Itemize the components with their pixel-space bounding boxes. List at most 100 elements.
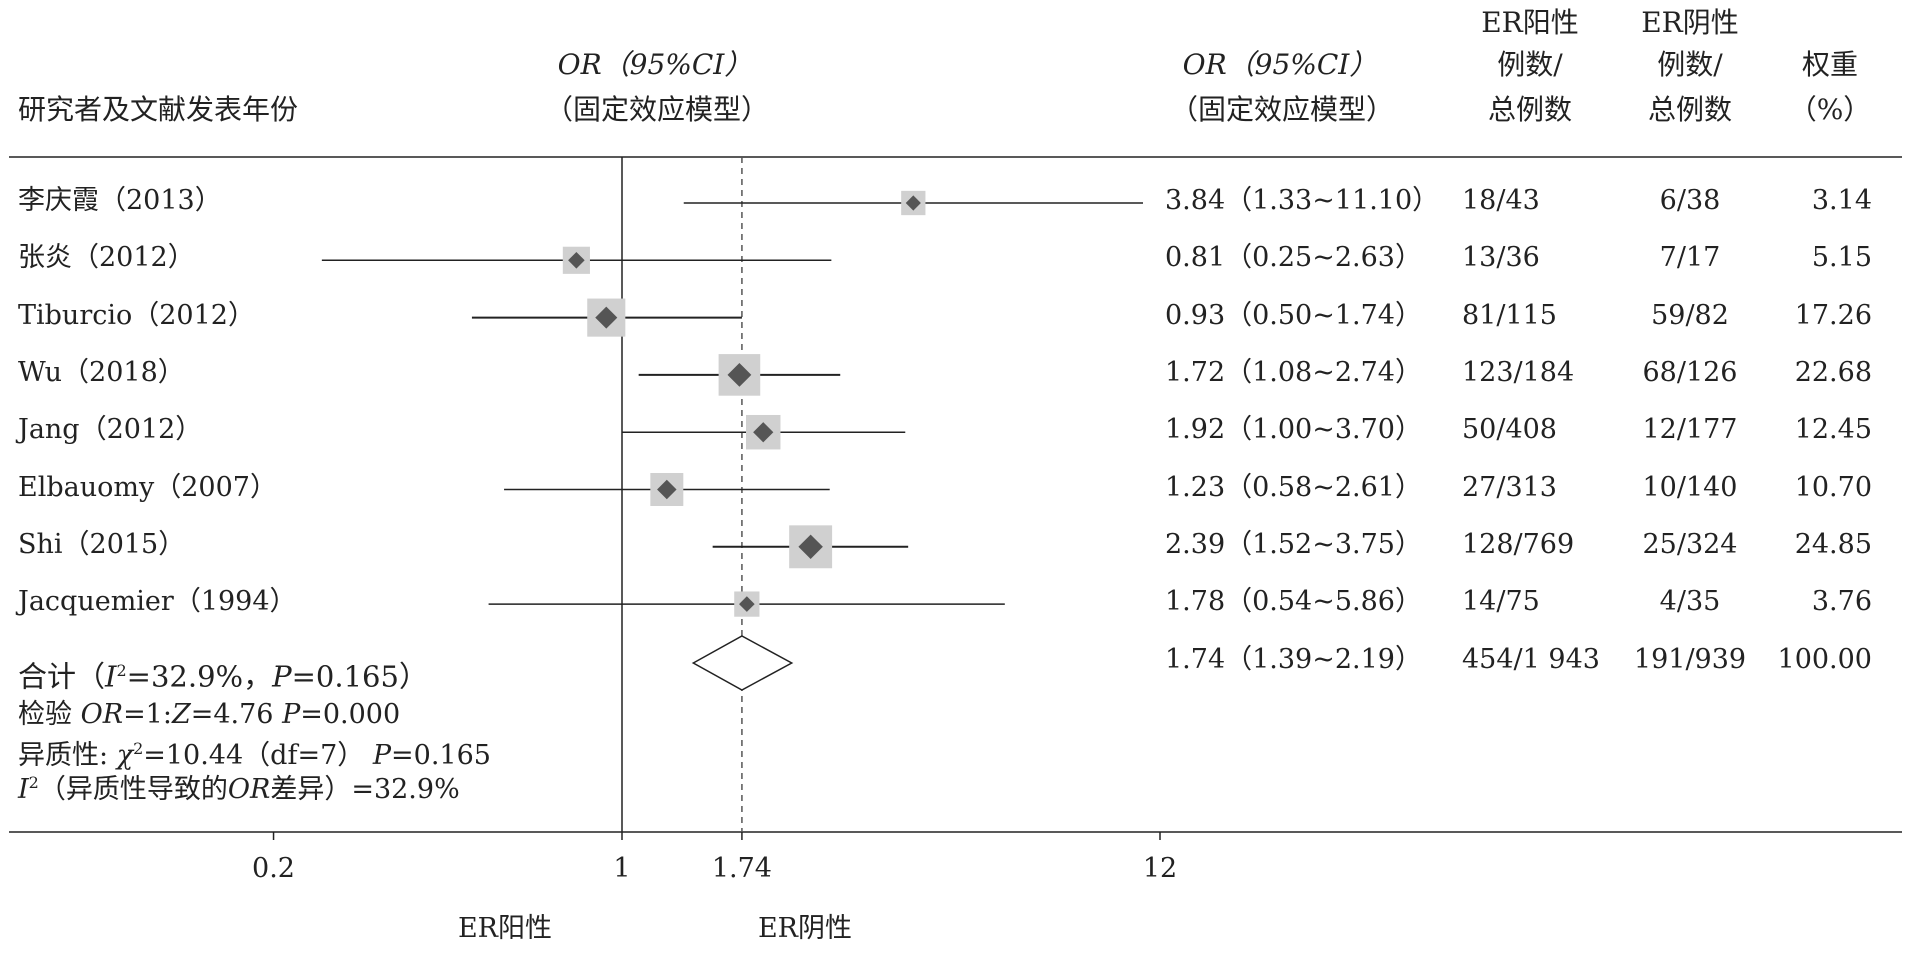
table-or-header: OR（95%CI） <box>1170 50 1390 80</box>
test-z-value: =4.76 <box>190 699 283 730</box>
study-weight: 3.14 <box>1811 185 1872 216</box>
weight-header-line2: （%） <box>1788 93 1872 126</box>
study-er-negative: 25/324 <box>1642 528 1738 560</box>
test-mid: =1: <box>123 699 172 730</box>
study-ci: 2.39（1.52~3.75） <box>1165 528 1422 560</box>
total-p-label: P <box>272 659 292 694</box>
study-er-negative: 68/126 <box>1642 356 1738 388</box>
study-ci: 1.78（0.54~5.86） <box>1165 586 1422 618</box>
point-estimate <box>727 362 752 387</box>
study-er-negative: 6/38 <box>1659 185 1721 216</box>
study-name: 张炎（2012） <box>18 242 195 274</box>
neg-header-line1: ER阴性 <box>1641 6 1739 39</box>
study-column-header: 研究者及文献发表年份 <box>18 93 299 126</box>
total-pos: 454/1 943 <box>1462 644 1600 675</box>
total-neg: 191/939 <box>1633 644 1747 675</box>
study-weight: 12.45 <box>1794 414 1872 446</box>
test-z: Z <box>171 699 191 730</box>
study-ci: 0.93（0.50~1.74） <box>1165 299 1422 331</box>
x-tick-label: 0.2 <box>252 853 295 884</box>
total-prefix: 合计（ <box>18 659 106 694</box>
total-weight: 100.00 <box>1777 644 1872 675</box>
total-i2-sup: 2 <box>116 661 127 680</box>
point-estimate <box>753 422 774 443</box>
study-weight: 3.76 <box>1811 586 1872 618</box>
study-weight: 10.70 <box>1794 471 1872 503</box>
point-estimate <box>905 195 921 211</box>
pos-header-line3: 总例数 <box>1487 93 1572 126</box>
neg-header-line2: 例数/ <box>1657 48 1723 81</box>
total-i2-value: =32.9%， <box>126 659 273 694</box>
study-er-positive: 50/408 <box>1462 414 1557 446</box>
x-tick-label: 1 <box>613 853 631 884</box>
study-ci: 1.72（1.08~2.74） <box>1165 356 1422 388</box>
study-ci: 0.81（0.25~2.63） <box>1165 242 1422 274</box>
study-er-negative: 4/35 <box>1659 586 1721 618</box>
plot-or-header-line1: OR（95%CI） <box>557 48 753 81</box>
study-er-positive: 128/769 <box>1462 528 1575 560</box>
het-p-value: =0.165 <box>391 740 491 771</box>
i2-or: OR <box>227 774 271 805</box>
study-weight: 5.15 <box>1811 242 1872 274</box>
point-estimate <box>657 479 677 500</box>
plot-model-header: （固定效应模型） <box>545 93 770 126</box>
total-ci: 1.74（1.39~2.19） <box>1165 644 1422 675</box>
het-chi: χ <box>116 740 134 771</box>
study-ci: 3.84（1.33~11.10） <box>1165 185 1440 216</box>
study-name: Jang（2012） <box>18 414 203 446</box>
total-p-value: =0.165） <box>291 659 428 694</box>
pooled-diamond <box>691 635 794 691</box>
het-value: =10.44（df=7） <box>143 740 365 771</box>
test-p: P <box>282 699 301 730</box>
point-estimate <box>798 534 823 560</box>
study-er-positive: 13/36 <box>1462 242 1540 274</box>
xlabel-right: ER阴性 <box>757 913 853 944</box>
study-er-positive: 123/184 <box>1462 356 1575 388</box>
study-er-negative: 10/140 <box>1642 471 1738 503</box>
test-p-value: =0.000 <box>300 699 401 730</box>
study-name: 李庆霞（2013） <box>18 185 222 216</box>
study-er-positive: 14/75 <box>1462 586 1540 618</box>
x-tick-label: 12 <box>1142 853 1178 884</box>
study-name: Tiburcio（2012） <box>18 299 255 331</box>
i2-label: I <box>18 774 29 805</box>
point-estimate <box>595 306 618 329</box>
study-ci: 1.23（0.58~2.61） <box>1165 471 1422 503</box>
pos-header-line2: 例数/ <box>1497 48 1563 81</box>
het-chi-sup: 2 <box>133 739 144 758</box>
i2-line: I2（异质性导致的OR差异）=32.9% <box>18 768 460 805</box>
study-name: Wu（2018） <box>18 356 185 388</box>
x-tick-label: 1.74 <box>711 853 772 884</box>
study-weight: 17.26 <box>1794 299 1872 331</box>
heterogeneity-line: 异质性: χ2=10.44（df=7） P=0.165 <box>18 734 491 771</box>
plot-or-header: OR（95%CI） <box>545 50 765 80</box>
point-estimate <box>568 252 585 269</box>
het-p: P <box>372 740 392 771</box>
test-or: OR <box>80 699 124 730</box>
study-er-negative: 7/17 <box>1659 242 1721 274</box>
study-weight: 22.68 <box>1794 356 1872 388</box>
pos-header-line1: ER阳性 <box>1481 6 1579 39</box>
neg-header-line3: 总例数 <box>1647 93 1732 126</box>
het-prefix: 异质性: <box>18 740 117 771</box>
test-prefix: 检验 <box>18 699 81 730</box>
study-name: Shi（2015） <box>18 528 186 560</box>
i2-text2: 差异）=32.9% <box>270 774 460 805</box>
table-model-header: （固定效应模型） <box>1170 93 1395 126</box>
point-estimate <box>739 596 755 612</box>
overall-test-line: 检验 OR=1:Z=4.76 P=0.000 <box>18 700 400 730</box>
total-label: 合计（I2=32.9%，P=0.165） <box>18 656 428 692</box>
study-er-negative: 12/177 <box>1642 414 1738 446</box>
xlabel-left: ER阳性 <box>457 913 553 944</box>
study-name: Jacquemier（1994） <box>18 586 297 618</box>
study-er-positive: 18/43 <box>1462 185 1540 216</box>
total-i2-label: I <box>105 659 117 694</box>
study-er-positive: 81/115 <box>1462 299 1557 331</box>
study-er-positive: 27/313 <box>1462 471 1557 503</box>
study-er-negative: 59/82 <box>1651 299 1729 331</box>
i2-text1: （异质性导致的 <box>38 774 228 805</box>
weight-header-line1: 权重 <box>1801 48 1858 81</box>
study-weight: 24.85 <box>1794 528 1872 560</box>
table-or-header-line1: OR（95%CI） <box>1182 48 1378 81</box>
